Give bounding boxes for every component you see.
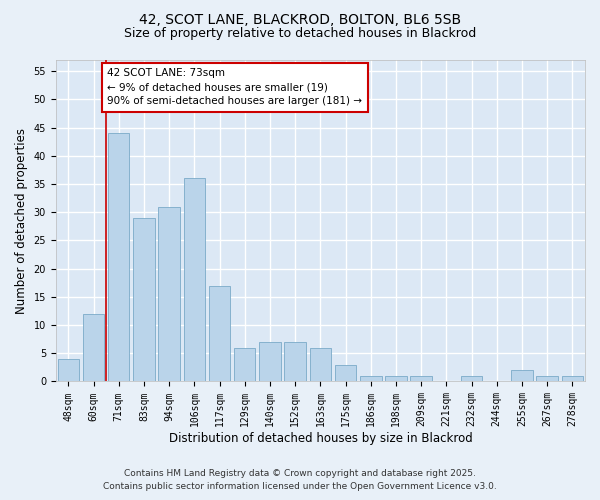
Bar: [209, 286, 230, 382]
Bar: [184, 178, 205, 382]
Bar: [58, 359, 79, 382]
Bar: [133, 218, 155, 382]
Bar: [360, 376, 382, 382]
Text: 42 SCOT LANE: 73sqm
← 9% of detached houses are smaller (19)
90% of semi-detache: 42 SCOT LANE: 73sqm ← 9% of detached hou…: [107, 68, 362, 106]
Bar: [511, 370, 533, 382]
Bar: [335, 364, 356, 382]
Text: Contains public sector information licensed under the Open Government Licence v3: Contains public sector information licen…: [103, 482, 497, 491]
Bar: [410, 376, 432, 382]
Bar: [234, 348, 256, 382]
Text: 42, SCOT LANE, BLACKROD, BOLTON, BL6 5SB: 42, SCOT LANE, BLACKROD, BOLTON, BL6 5SB: [139, 12, 461, 26]
Bar: [536, 376, 558, 382]
Bar: [385, 376, 407, 382]
Bar: [158, 206, 180, 382]
Bar: [83, 314, 104, 382]
X-axis label: Distribution of detached houses by size in Blackrod: Distribution of detached houses by size …: [169, 432, 472, 445]
Bar: [310, 348, 331, 382]
Bar: [562, 376, 583, 382]
Bar: [259, 342, 281, 382]
Bar: [461, 376, 482, 382]
Bar: [108, 134, 130, 382]
Y-axis label: Number of detached properties: Number of detached properties: [15, 128, 28, 314]
Text: Contains HM Land Registry data © Crown copyright and database right 2025.: Contains HM Land Registry data © Crown c…: [124, 468, 476, 477]
Text: Size of property relative to detached houses in Blackrod: Size of property relative to detached ho…: [124, 28, 476, 40]
Bar: [284, 342, 306, 382]
